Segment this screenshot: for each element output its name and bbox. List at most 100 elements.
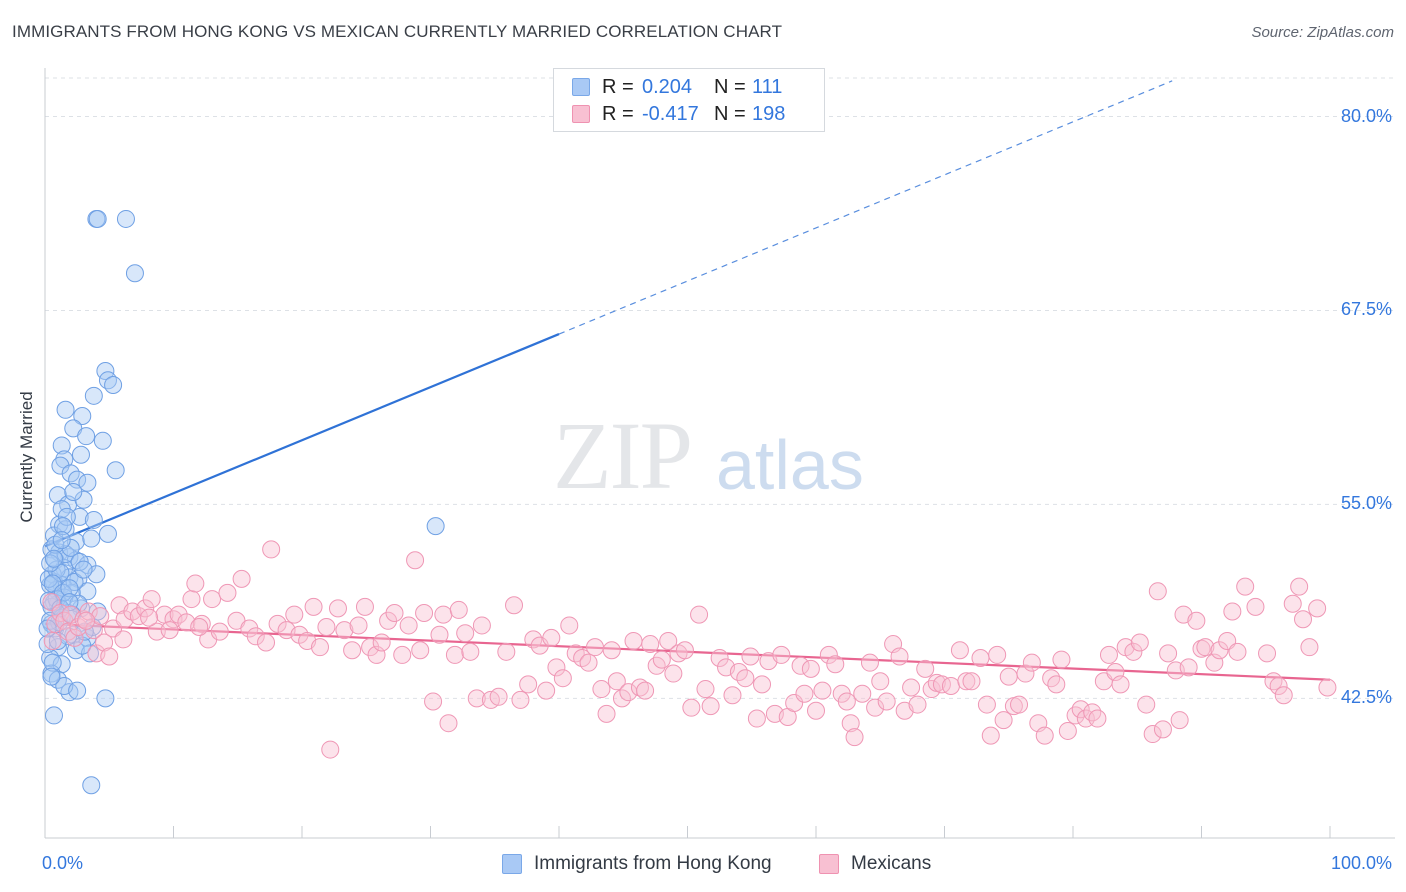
mexicans-point <box>1035 726 1054 745</box>
mexicans-point <box>801 659 820 678</box>
hongkong-point <box>84 510 103 529</box>
mexicans-point <box>902 678 921 697</box>
hongkong-point <box>44 549 63 568</box>
mexicans-point <box>659 631 678 650</box>
hongkong-point <box>52 436 71 455</box>
hongkong-point <box>73 636 92 655</box>
source-label: Source: ZipAtlas.com <box>1251 24 1394 41</box>
mexicans-point <box>456 624 475 643</box>
mexicans-point <box>1196 638 1215 657</box>
legend-r-value: -0.417 <box>642 102 699 125</box>
legend-swatch-hongkong <box>572 78 590 96</box>
mexicans-point <box>962 672 981 691</box>
mexicans-point <box>1016 664 1035 683</box>
mexicans-point <box>393 645 412 664</box>
hongkong-point <box>116 209 135 228</box>
mexicans-point <box>385 604 404 623</box>
mexicans-point <box>701 697 720 716</box>
mexicans-point <box>1294 610 1313 629</box>
mexicans-point <box>682 698 701 717</box>
mexicans-point <box>853 684 872 703</box>
mexicans-point <box>597 704 616 723</box>
mexicans-point <box>1228 642 1247 661</box>
mexicans-point <box>411 641 430 660</box>
y-axis-label: Currently Married <box>17 391 36 523</box>
mexicans-point <box>741 647 760 666</box>
mexicans-point <box>497 642 516 661</box>
mexicans-point <box>971 649 990 668</box>
mexicans-point <box>566 644 585 663</box>
mexicans-point <box>1047 675 1066 694</box>
axes <box>44 68 1395 839</box>
hongkong-point <box>82 776 101 795</box>
mexicans-point <box>1170 711 1189 730</box>
mexicans-point <box>1210 641 1229 660</box>
mexicans-point <box>542 628 561 647</box>
mexicans-point <box>317 617 336 636</box>
y-tick-label: 42.5% <box>1340 687 1392 708</box>
mexicans-point <box>813 681 832 700</box>
mexicans-point <box>304 597 323 616</box>
legend-swatch-mexicans <box>572 105 590 123</box>
mexicans-point <box>547 658 566 677</box>
mexicans-point <box>981 726 1000 745</box>
legend-r-label: R = <box>602 75 634 98</box>
mexicans-point <box>736 669 755 688</box>
mexicans-point <box>1137 695 1156 714</box>
mexicans-point <box>1148 582 1167 601</box>
mexicans-point <box>246 627 265 646</box>
mexicans-point <box>999 667 1018 686</box>
mexicans-point <box>1159 644 1178 663</box>
legend-row-mexicans: R = -0.417 N = 198 <box>572 102 785 126</box>
mexicans-point <box>871 672 890 691</box>
hongkong-point <box>48 486 67 505</box>
mexicans-point <box>328 599 347 618</box>
mexicans-point <box>624 631 643 650</box>
mexicans-point <box>579 653 598 672</box>
mexicans-point <box>505 596 524 615</box>
hongkong-point <box>106 461 125 480</box>
mexicans-point <box>1269 676 1288 695</box>
hongkong-point <box>61 538 80 557</box>
hongkong-point <box>88 209 107 228</box>
hongkong-trend-extension <box>558 80 1173 335</box>
mexicans-point <box>43 631 62 650</box>
hongkong-point <box>125 264 144 283</box>
hongkong-point <box>52 655 71 674</box>
mexicans-point <box>114 630 133 649</box>
watermark-atlas: atlas <box>716 426 864 504</box>
mexicans-point <box>1308 599 1327 618</box>
mexicans-point <box>160 621 179 640</box>
legend-r-value: 0.204 <box>642 75 693 98</box>
watermark-zip: ZIP <box>553 402 693 509</box>
mexicans-point <box>785 694 804 713</box>
hongkong-point <box>426 517 445 536</box>
mexicans-point <box>1300 638 1319 657</box>
mexicans-point <box>1143 725 1162 744</box>
mexicans-point <box>602 641 621 660</box>
mexicans-point <box>607 672 626 691</box>
y-tick-label: 80.0% <box>1340 105 1392 126</box>
mexicans-point <box>1318 678 1337 697</box>
mexicans-point <box>142 590 161 609</box>
hongkong-point <box>84 386 103 405</box>
mexicans-point <box>285 605 304 624</box>
series-legend-label: Mexicans <box>851 853 932 874</box>
hongkong-point <box>60 579 79 598</box>
mexicans-point <box>585 638 604 657</box>
mexicans-point <box>908 695 927 714</box>
legend-row-hongkong: R = 0.204 N = 111 <box>572 75 782 99</box>
mexicans-point <box>192 614 211 633</box>
hongkong-point <box>74 490 93 509</box>
hongkong-point <box>51 456 70 475</box>
mexicans-point <box>1258 644 1277 663</box>
mexicans-point <box>675 641 694 660</box>
mexicans-point <box>977 695 996 714</box>
hongkong-trend-line <box>44 333 560 548</box>
mexicans-point <box>1283 594 1302 613</box>
mexicans-point <box>1022 653 1041 672</box>
hongkong-point <box>104 375 123 394</box>
mexicans-point <box>1088 709 1107 728</box>
mexicans-point <box>439 714 458 733</box>
mexicans-point <box>268 614 287 633</box>
